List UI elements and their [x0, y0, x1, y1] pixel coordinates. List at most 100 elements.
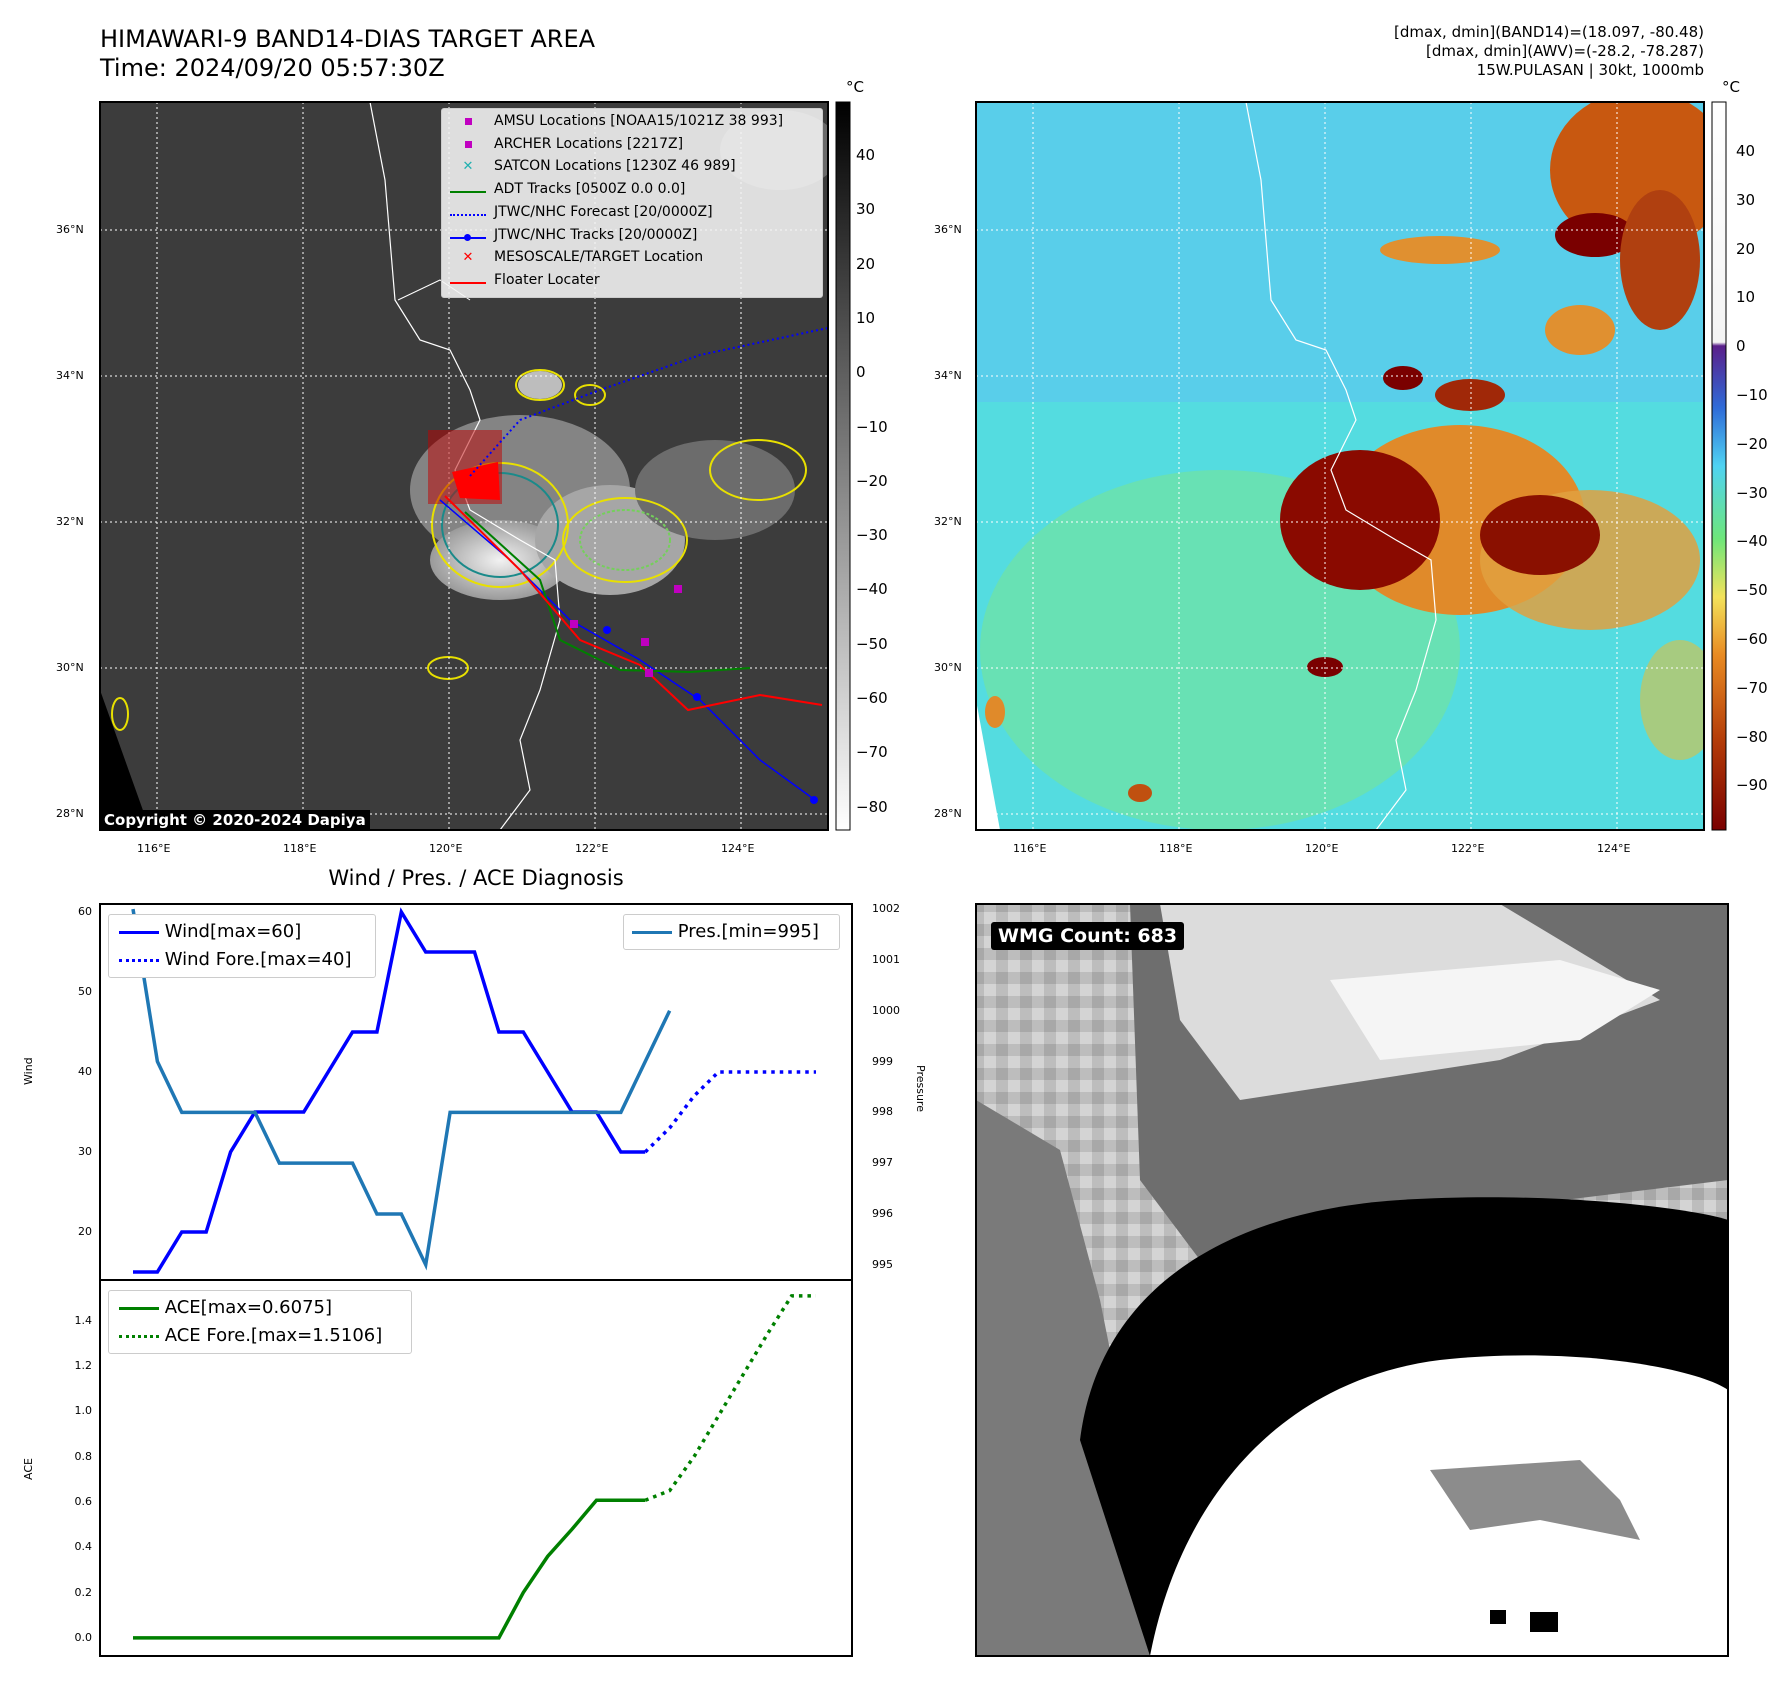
info-dmax-awv: [dmax, dmin](AWV)=(-28.2, -78.287) — [1425, 42, 1704, 60]
awv-colorbar — [1711, 101, 1727, 831]
wmg-panel — [976, 904, 1728, 1656]
pressure-ytick: 1001 — [872, 952, 900, 966]
awv-colorbar-tick: −40 — [1736, 532, 1768, 551]
ir-legend-symbol — [448, 272, 488, 288]
ir-colorbar-tick: −30 — [856, 526, 888, 545]
wind-forecast-legend-label: Wind Fore.[max=40] — [164, 949, 352, 970]
ir-colorbar-tick: −60 — [856, 689, 888, 707]
awv-colorbar-tick: −70 — [1736, 678, 1768, 697]
pressure-ytick: 997 — [872, 1156, 893, 1170]
ir-colorbar — [835, 101, 851, 831]
awv-colorbar-tick: −80 — [1736, 727, 1768, 746]
ace-legend-item: ACE[max=0.6075] — [119, 1297, 332, 1318]
ir-lon-tick: 116°E — [137, 842, 171, 855]
ir-lat-tick: 30°N — [56, 661, 84, 674]
pressure-ytick: 999 — [872, 1054, 893, 1068]
awv-lat-tick: 28°N — [934, 807, 962, 820]
figure-title-line2: Time: 2024/09/20 05:57:30Z — [100, 54, 445, 82]
ir-colorbar-tick: 10 — [856, 308, 876, 327]
ir-legend-item: AMSU Locations [NOAA15/1021Z 38 993] — [448, 113, 783, 129]
awv-map-panel — [976, 102, 1704, 830]
awv-lat-tick: 34°N — [934, 369, 962, 382]
awv-colorbar-unit: °C — [1722, 78, 1740, 96]
ace-ytick: 0.4 — [74, 1540, 93, 1554]
pressure-legend-label: Pres.[min=995] — [677, 921, 819, 942]
figure-title-line1: HIMAWARI-9 BAND14-DIAS TARGET AREA — [100, 25, 596, 53]
wind-legend-item: Wind[max=60] — [119, 921, 301, 942]
ace-line — [133, 1498, 646, 1640]
copyright-label: Copyright © 2020-2024 Dapiya — [100, 810, 370, 830]
pressure-ylabel: Pressure — [914, 1065, 927, 1112]
ir-colorbar-tick: −80 — [856, 797, 888, 816]
awv-lon-tick: 122°E — [1451, 842, 1485, 855]
ir-lon-tick: 122°E — [575, 842, 609, 855]
ace-legend: ACE[max=0.6075] ACE Fore.[max=1.5106] — [108, 1290, 412, 1354]
ace-forecast-line — [644, 1294, 816, 1502]
wmg-count-label: WMG Count: 683 — [991, 922, 1185, 950]
wind-ytick: 50 — [78, 985, 92, 998]
awv-colorbar-tick: −60 — [1736, 630, 1768, 648]
ir-legend-symbol — [448, 136, 488, 152]
pressure-legend: Pres.[min=995] — [623, 914, 840, 950]
awv-colorbar-tick: 0 — [1736, 337, 1746, 356]
ir-legend-label: Floater Locater — [494, 271, 600, 288]
awv-lat-tick: 32°N — [934, 515, 962, 528]
ir-colorbar-tick: −40 — [856, 580, 888, 599]
ir-lat-tick: 36°N — [56, 223, 84, 236]
ace-ytick: 1.2 — [74, 1359, 93, 1373]
awv-colorbar-tick: 30 — [1736, 190, 1756, 209]
pressure-ytick: 996 — [872, 1206, 893, 1220]
pressure-legend-item: Pres.[min=995] — [632, 921, 819, 942]
ir-legend-label: MESOSCALE/TARGET Location — [494, 249, 704, 266]
wind-ytick: 60 — [78, 905, 92, 918]
ir-lat-tick: 34°N — [56, 369, 84, 382]
ir-legend-item: JTWC/NHC Tracks [20/0000Z] — [448, 227, 697, 243]
awv-lon-tick: 116°E — [1013, 842, 1047, 855]
wind-ytick: 40 — [78, 1065, 92, 1078]
ace-ytick: 0.0 — [74, 1630, 93, 1644]
ir-colorbar-tick: 30 — [856, 200, 876, 219]
wind-legend-label: Wind[max=60] — [164, 921, 302, 942]
awv-colorbar-tick: −10 — [1736, 386, 1768, 404]
awv-lon-tick: 118°E — [1159, 842, 1193, 855]
pressure-ytick: 1002 — [872, 902, 900, 916]
ace-ytick: 1.4 — [74, 1313, 93, 1327]
wind-ylabel: Wind — [22, 1057, 35, 1085]
pressure-line — [131, 908, 672, 1271]
ir-legend-item: JTWC/NHC Forecast [20/0000Z] — [448, 204, 713, 220]
ir-legend-symbol — [448, 181, 488, 197]
ir-legend-label: AMSU Locations [NOAA15/1021Z 38 993] — [494, 113, 784, 129]
awv-colorbar-tick: −50 — [1736, 581, 1768, 600]
awv-lat-tick: 30°N — [934, 661, 962, 674]
ir-legend-symbol: ✕ — [462, 250, 474, 266]
awv-colorbar-tick: −20 — [1736, 434, 1768, 453]
ir-colorbar-tick: −20 — [856, 471, 888, 490]
ir-colorbar-tick: 0 — [856, 363, 866, 382]
ir-colorbar-tick: 20 — [856, 254, 876, 273]
ir-legend-item: ✕ MESOSCALE/TARGET Location — [448, 249, 704, 266]
ir-legend-item: ARCHER Locations [2217Z] — [448, 136, 683, 152]
ir-colorbar-tick: −70 — [856, 743, 888, 762]
info-storm: 15W.PULASAN | 30kt, 1000mb — [1476, 61, 1704, 79]
ir-map-legend: AMSU Locations [NOAA15/1021Z 38 993] ARCH… — [441, 108, 823, 298]
awv-colorbar-tick: 40 — [1736, 142, 1756, 160]
ir-legend-symbol — [448, 227, 488, 243]
ir-legend-item: Floater Locater — [448, 272, 600, 288]
ir-lon-tick: 124°E — [721, 842, 755, 855]
ir-lon-tick: 118°E — [283, 842, 317, 855]
ace-ytick: 1.0 — [74, 1404, 93, 1418]
ace-legend-label: ACE[max=0.6075] — [164, 1297, 332, 1318]
pressure-ytick: 995 — [872, 1257, 893, 1271]
ace-forecast-legend-item: ACE Fore.[max=1.5106] — [119, 1325, 382, 1346]
ace-series-group — [133, 1294, 816, 1640]
wind-ytick: 20 — [78, 1225, 92, 1238]
awv-lat-tick: 36°N — [934, 223, 962, 236]
awv-colorbar-tick: −90 — [1736, 776, 1768, 795]
ir-legend-label: ADT Tracks [0500Z 0.0 0.0] — [494, 181, 686, 198]
ir-lat-tick: 32°N — [56, 515, 84, 528]
pressure-ytick: 1000 — [872, 1003, 900, 1017]
pressure-ytick: 998 — [872, 1105, 893, 1119]
ir-legend-label: SATCON Locations [1230Z 46 989] — [494, 158, 736, 175]
wind-forecast-line — [644, 1070, 816, 1154]
